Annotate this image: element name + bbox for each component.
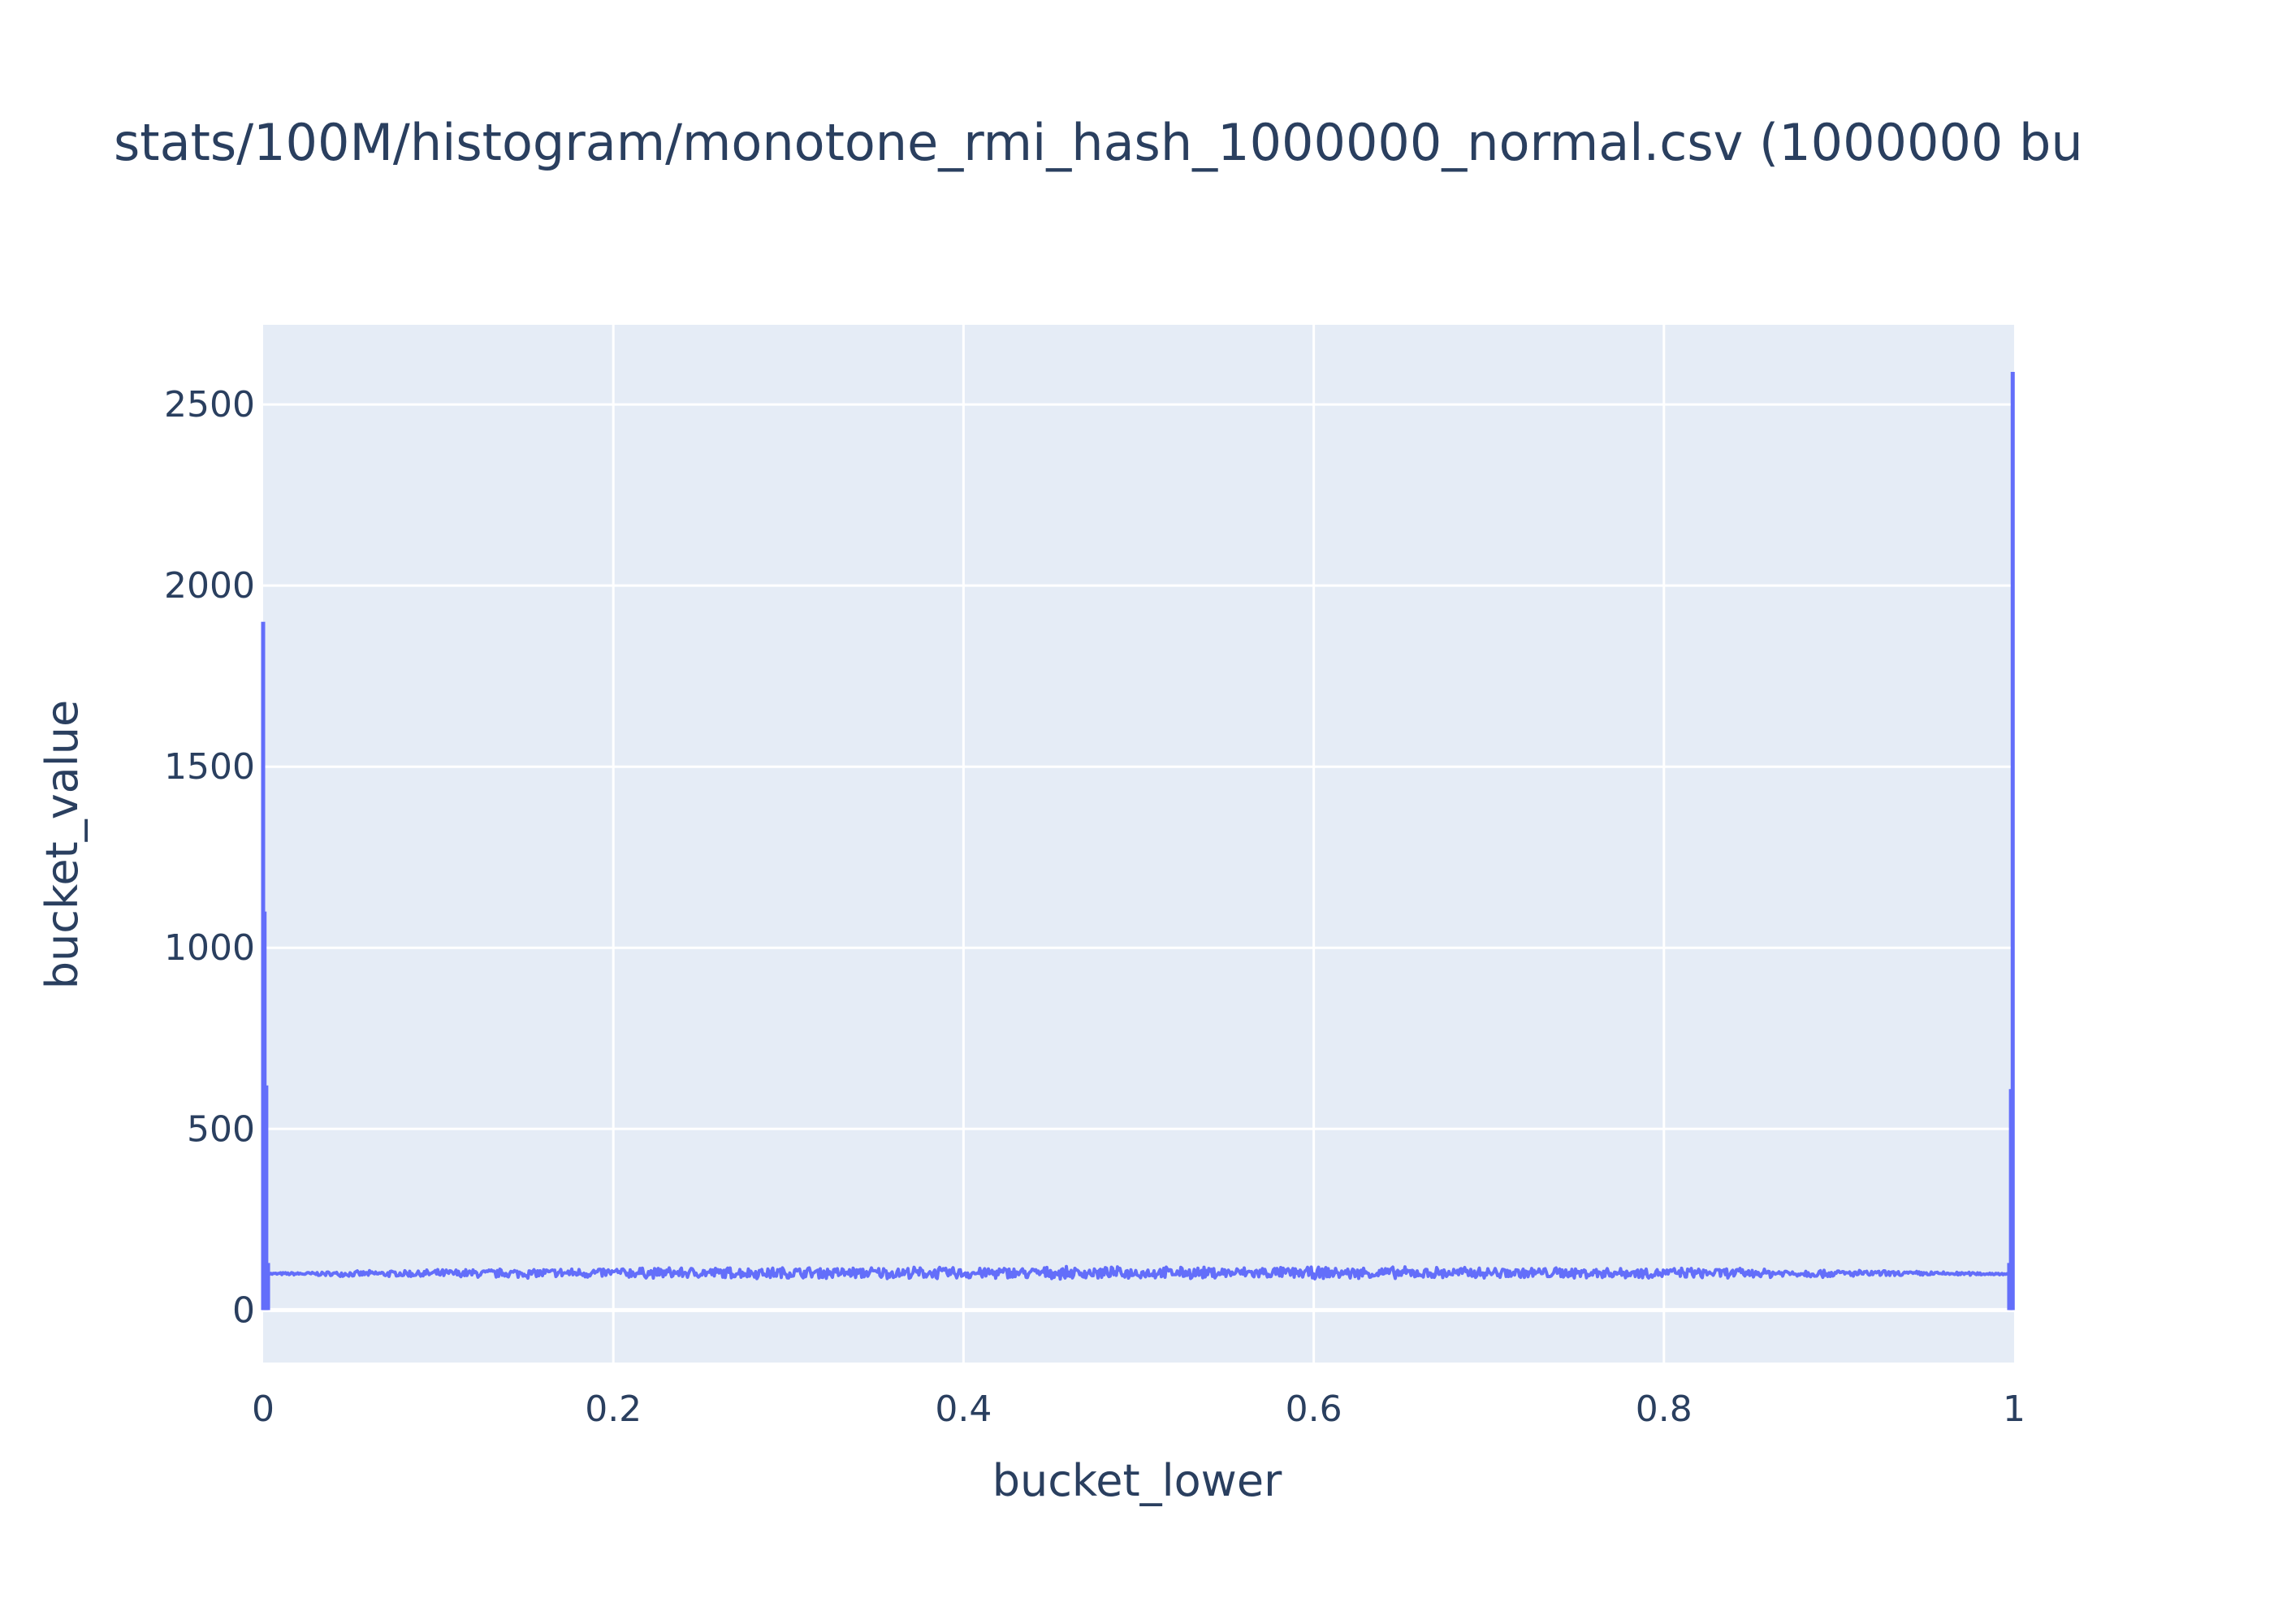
x-tick-label: 1 bbox=[2003, 1389, 2025, 1430]
y-tick-label: 2000 bbox=[164, 565, 255, 607]
y-tick-label: 2500 bbox=[164, 384, 255, 425]
y-tick-label: 1000 bbox=[164, 927, 255, 969]
y-tick-label: 500 bbox=[187, 1108, 255, 1150]
x-tick-label: 0.8 bbox=[1636, 1389, 1693, 1430]
gridlines bbox=[263, 325, 2014, 1363]
plot-area bbox=[263, 325, 2014, 1363]
x-tick-label: 0 bbox=[252, 1389, 275, 1430]
series-line bbox=[267, 1264, 2009, 1281]
data-series bbox=[261, 371, 2015, 1311]
x-tick-label: 0.4 bbox=[935, 1389, 992, 1430]
x-tick-label: 0.2 bbox=[585, 1389, 642, 1430]
y-axis-title: bucket_value bbox=[37, 700, 88, 989]
chart-title: stats/100M/histogram/monotone_rmi_hash_1… bbox=[114, 113, 2083, 172]
x-axis-title: bucket_lower bbox=[992, 1455, 1282, 1506]
tick-labels: 0 0.2 0.4 0.6 0.8 1 0 500 1000 1500 2000 2500 bbox=[164, 384, 2025, 1430]
y-tick-label: 1500 bbox=[164, 746, 255, 788]
y-tick-label: 0 bbox=[232, 1289, 255, 1331]
x-tick-label: 0.6 bbox=[1286, 1389, 1342, 1430]
